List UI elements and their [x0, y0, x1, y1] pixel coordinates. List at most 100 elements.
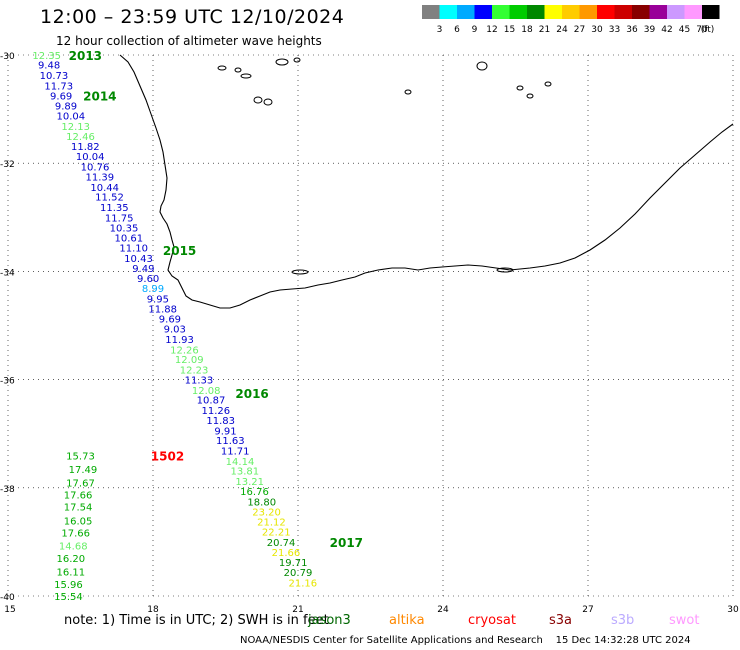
- wave-height-value: 11.33: [185, 376, 214, 387]
- timestamp: 15 Dec 14:32:28 UTC 2024: [555, 635, 691, 646]
- wave-height-value: 9.89: [55, 101, 77, 112]
- legend-label: 27: [574, 25, 585, 35]
- legend-swatch: [439, 5, 457, 19]
- wave-height-value: 11.10: [119, 244, 148, 255]
- legend-label: 6: [454, 25, 460, 35]
- wave-height-value: 11.82: [71, 142, 100, 153]
- hour-label: 2016: [235, 387, 268, 401]
- wave-height-value: 12.09: [175, 355, 204, 366]
- observations: 12.359.4810.7311.739.699.8910.0412.1312.…: [32, 51, 317, 603]
- wave-height-value: 9.69: [159, 314, 181, 325]
- wave-height-value: 20.79: [284, 568, 313, 579]
- wave-height-legend: 3 6 9 12 15 18 21 24 27 30 33 36 39 42 45 70(ft): [422, 5, 720, 35]
- legend-swatch: [562, 5, 580, 19]
- wave-height-value: 21.66: [272, 548, 301, 559]
- legend-label: 15: [504, 25, 515, 35]
- wave-height-value: 13.81: [231, 466, 260, 477]
- wave-height-value: 10.76: [81, 162, 110, 173]
- satellite-swot: swot: [669, 613, 700, 628]
- wave-height-value: 11.63: [216, 436, 245, 447]
- island-outline: [526, 93, 534, 99]
- legend-label: 70: [696, 25, 708, 35]
- coastline: [119, 54, 734, 309]
- lat-tick-label: -30: [0, 52, 15, 62]
- satellite-s3b: s3b: [611, 613, 635, 628]
- wave-height-value: 10.87: [197, 396, 226, 407]
- wave-height-value: 11.39: [86, 173, 115, 184]
- legend-label: 9: [472, 25, 478, 35]
- legend-label: 45: [679, 25, 690, 35]
- island-outline: [291, 269, 309, 275]
- wave-height-value: 9.60: [137, 274, 159, 285]
- wave-height-value: 10.04: [57, 112, 86, 123]
- wave-height-value: 11.75: [105, 213, 134, 224]
- satellite-altika: altika: [389, 613, 425, 628]
- wave-height-value: 10.61: [115, 233, 144, 244]
- wave-height-value: 17.67: [66, 478, 95, 489]
- wave-height-value: 11.88: [148, 305, 177, 316]
- wave-height-value: 17.54: [64, 503, 93, 514]
- wave-height-value: 16.05: [64, 516, 93, 527]
- legend-label: 36: [626, 25, 638, 35]
- wave-height-value: 17.66: [61, 529, 90, 540]
- legend-swatch: [632, 5, 650, 19]
- lon-tick-label: 18: [147, 605, 159, 615]
- wave-height-value: 15.73: [66, 451, 95, 462]
- island-outline: [476, 61, 488, 71]
- legend-swatch: [492, 5, 510, 19]
- wave-height-value: 23.20: [252, 508, 281, 519]
- legend-swatch: [457, 5, 475, 19]
- wave-height-value: 19.71: [279, 558, 308, 569]
- legend-label: 30: [591, 25, 603, 35]
- island-outline: [253, 96, 263, 104]
- wave-height-value: 12.13: [61, 122, 90, 133]
- wave-height-value: 10.35: [110, 224, 139, 235]
- legend-swatch: [474, 5, 492, 19]
- hour-label: 2013: [69, 49, 102, 63]
- island-outline: [404, 89, 412, 95]
- island-outline: [544, 81, 552, 87]
- wave-height-value: 11.71: [221, 446, 250, 457]
- wave-height-value: 14.14: [226, 457, 255, 468]
- wave-height-value: 9.91: [214, 426, 236, 437]
- legend-swatch: [649, 5, 667, 19]
- wave-height-value: 16.20: [57, 554, 86, 565]
- lat-tick-label: -36: [0, 377, 15, 387]
- hour-label: 2014: [83, 90, 116, 104]
- wave-height-value: 11.26: [202, 406, 231, 417]
- legend-swatch: [527, 5, 545, 19]
- credit-text: NOAA/NESDIS Center for Satellite Applica…: [240, 635, 543, 646]
- wave-height-value: 10.44: [90, 183, 119, 194]
- wave-height-value: 12.26: [170, 345, 199, 356]
- wave-height-value: 17.49: [69, 465, 98, 476]
- wave-height-value: 12.35: [32, 51, 61, 62]
- legend-swatch: [544, 5, 562, 19]
- wave-height-value: 22.21: [262, 528, 291, 539]
- legend-label: 33: [609, 25, 620, 35]
- south-africa-coast: [119, 54, 734, 309]
- wave-height-value: 9.95: [147, 294, 169, 305]
- axis-labels: 15 18 21 24 27 30 -30 -32 -34 -36 -38 -40: [0, 52, 739, 615]
- island-outline: [263, 98, 273, 106]
- wave-height-value: 9.03: [164, 325, 186, 336]
- wave-height-value: 12.23: [180, 365, 209, 376]
- wave-height-value: 21.12: [257, 517, 286, 528]
- wave-height-value: 18.80: [247, 497, 276, 508]
- satellite-s3a: s3a: [549, 613, 573, 628]
- legend-swatch: [667, 5, 685, 19]
- wave-height-value: 16.76: [240, 487, 269, 498]
- wave-height-value: 10.43: [124, 254, 153, 265]
- wave-height-value: 11.93: [165, 335, 194, 346]
- legend-label: 39: [644, 25, 656, 35]
- hour-label: 2015: [163, 244, 196, 258]
- wave-height-value: 12.46: [66, 132, 95, 143]
- satellite-jason3: jason3: [308, 613, 351, 628]
- island-outline: [234, 67, 242, 73]
- legend-unit: (ft): [701, 25, 715, 35]
- wave-height-value: 11.73: [44, 81, 73, 92]
- wave-height-value: 9.48: [38, 61, 60, 72]
- wave-height-value: 8.99: [142, 284, 164, 295]
- legend-label: 24: [556, 25, 568, 35]
- island-outline: [240, 73, 252, 79]
